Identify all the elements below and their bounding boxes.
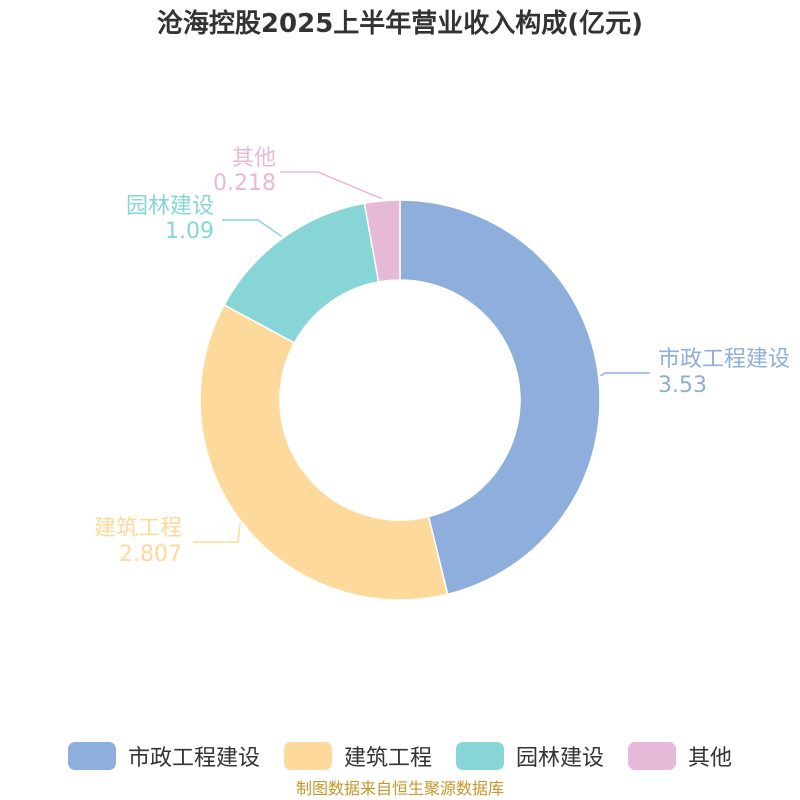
donut-slice-2[interactable] — [199, 303, 449, 601]
leader-line-2 — [193, 523, 241, 543]
legend-item-1[interactable]: 市政工程建设 — [67, 740, 260, 772]
slices-layer — [199, 199, 601, 601]
legend-swatch-1 — [67, 742, 116, 770]
leader-line-4 — [280, 171, 383, 200]
source-note: 制图数据来自恒生聚源数据库 — [295, 779, 504, 798]
donut-slice-1[interactable] — [399, 199, 601, 596]
slice-value-4: 0.218 — [213, 171, 276, 196]
slice-label-4: 其他 — [232, 146, 276, 171]
slice-value-1: 3.53 — [658, 373, 707, 398]
chart-legend: 市政工程建设 建筑工程 园林建设 其他 — [0, 736, 800, 776]
legend-swatch-3 — [456, 742, 504, 770]
legend-label-1: 市政工程建设 — [127, 746, 260, 771]
legend-label-4: 其他 — [688, 746, 733, 771]
legend-swatch-2 — [283, 742, 332, 770]
slice-label-1: 市政工程建设 — [658, 347, 790, 372]
legend-item-4[interactable]: 其他 — [628, 740, 732, 772]
donut-slice-4[interactable] — [363, 199, 401, 283]
legend-item-2[interactable]: 建筑工程 — [283, 740, 432, 772]
leader-line-1 — [600, 372, 650, 377]
slice-value-2: 2.807 — [119, 542, 182, 567]
legend-label-3: 园林建设 — [516, 746, 605, 771]
legend-swatch-4 — [628, 742, 677, 770]
legend-label-2: 建筑工程 — [343, 746, 432, 771]
leader-line-3 — [222, 219, 282, 238]
legend-item-3[interactable]: 园林建设 — [456, 740, 604, 772]
chart-title: 沧海控股2025上半年营业收入构成(亿元) — [156, 9, 644, 39]
slice-value-3: 1.09 — [165, 219, 214, 244]
slice-label-2: 建筑工程 — [94, 516, 182, 541]
slice-label-3: 园林建设 — [126, 194, 214, 219]
